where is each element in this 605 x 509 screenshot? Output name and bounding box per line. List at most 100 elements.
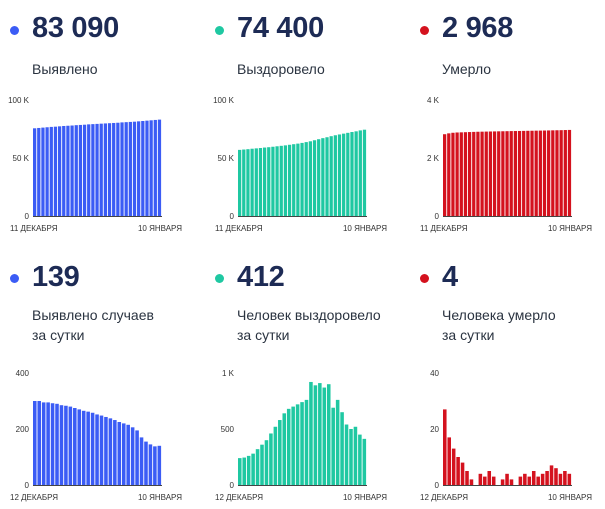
chart-bar [103,123,107,216]
total-died-value: 2 968 [442,12,514,44]
x-start-label: 12 ДЕКАБРЯ [215,493,263,502]
chart-bar [538,130,542,216]
chart-bar [49,126,53,216]
died-daily-label-line2: за сутки [442,327,495,343]
detected-chart: 100 K 50 K 0 11 ДЕКАБРЯ 10 ЯНВАРЯ [8,96,182,233]
chart-bar [300,142,304,216]
chart-bar [567,473,572,485]
chart-bar [238,149,242,216]
y-tick-label: 100 K [213,96,235,105]
chart-bar [87,124,91,216]
chart-bar [317,139,321,216]
chart-bar [331,407,335,485]
chart-bar [335,399,340,485]
chart-bar [469,479,474,485]
chart-bar [312,140,317,216]
chart-bar [99,123,103,216]
chart-bar [250,148,254,216]
chart-bar [81,410,86,485]
chart-bar [451,448,456,485]
chart-bar [275,146,279,216]
chart-bar [326,384,331,485]
chart-bar [251,453,255,485]
chart-bar [483,476,487,485]
chart-bar [271,146,275,216]
chart-bar [45,127,49,216]
chart-bar [322,387,327,485]
x-start-label: 12 ДЕКАБРЯ [420,493,468,502]
chart-bar [267,147,271,216]
panel-died: 2 968 Умерло 4 K 2 K 0 11 ДЕКАБРЯ 10 ЯНВАРЯ [410,0,600,250]
x-start-label: 11 ДЕКАБРЯ [215,224,263,233]
died-label: Умерло [442,61,492,77]
y-tick-label: 200 [16,425,30,434]
daily-died-value: 4 [442,261,458,293]
chart-bar [321,138,325,216]
chart-bar [283,145,288,216]
chart-bar [459,132,463,216]
chart-bar [527,476,532,485]
chart-bar [242,149,246,216]
chart-bar [492,131,497,216]
chart-bar [95,414,99,485]
chart-bar [99,415,104,485]
chart-bar [137,121,141,216]
chart-bar [362,438,367,485]
dot-icon [215,26,224,35]
chart-bar [523,473,527,485]
chart-bar [344,424,349,485]
chart-bar [278,420,282,485]
chart-bar [91,124,95,216]
chart-bar [148,444,153,485]
chart-bar [126,424,130,485]
x-start-label: 12 ДЕКАБРЯ [10,493,58,502]
x-end-label: 10 ЯНВАРЯ [138,493,182,502]
y-tick-label: 0 [25,212,30,221]
chart-bar [463,132,468,216]
chart-bar [460,462,465,485]
chart-bar [116,122,120,216]
chart-bar [491,476,496,485]
died-chart: 4 K 2 K 0 11 ДЕКАБРЯ 10 ЯНВАРЯ [420,96,592,233]
chart-bar [64,405,68,485]
y-tick-label: 400 [16,369,30,378]
chart-bar [46,402,50,485]
chart-bar [273,426,278,485]
died-daily-chart: 40 20 0 12 ДЕКАБРЯ 10 ЯНВАРЯ [420,369,592,502]
chart-bar [542,130,547,216]
y-tick-label: 40 [430,369,439,378]
chart-bar [74,125,78,216]
panel-detected: 83 090 Выявлено 100 K 50 K 0 11 ДЕКАБРЯ 10 Я… [0,0,190,250]
recovered-daily-label-line2: за сутки [237,327,290,343]
chart-bar [362,129,367,216]
total-detected-value: 83 090 [32,12,119,44]
y-tick-label: 50 K [218,154,235,163]
chart-bar [465,471,469,485]
chart-bar [70,125,74,216]
dot-icon [420,26,429,35]
chart-bar [559,130,563,216]
chart-bar [255,449,260,485]
chart-bar [153,446,157,485]
chart-bar [540,473,545,485]
chart-bar [530,130,534,216]
chart-bar [157,445,162,485]
chart-bar [497,131,501,216]
daily-recovered-value: 412 [237,261,285,293]
chart-bar [354,131,358,216]
chart-bar [340,412,344,485]
chart-bar [304,399,309,485]
y-tick-label: 4 K [427,96,440,105]
chart-bar [108,418,113,485]
chart-bar [264,440,269,485]
panel-recovered: 74 400 Выздоровело 100 K 50 K 0 11 ДЕКАБРЯ 1… [205,0,395,250]
chart-bar [104,416,108,485]
chart-bar [563,471,567,485]
chart-bar [300,402,304,485]
chart-bar [246,149,250,216]
x-end-label: 10 ЯНВАРЯ [343,224,387,233]
panel-detected-daily: 139 Выявлено случаев за сутки 400 200 0 12 … [0,256,190,506]
x-start-label: 11 ДЕКАБРЯ [420,224,468,233]
chart-bar [472,131,476,216]
total-recovered-value: 74 400 [237,12,324,44]
